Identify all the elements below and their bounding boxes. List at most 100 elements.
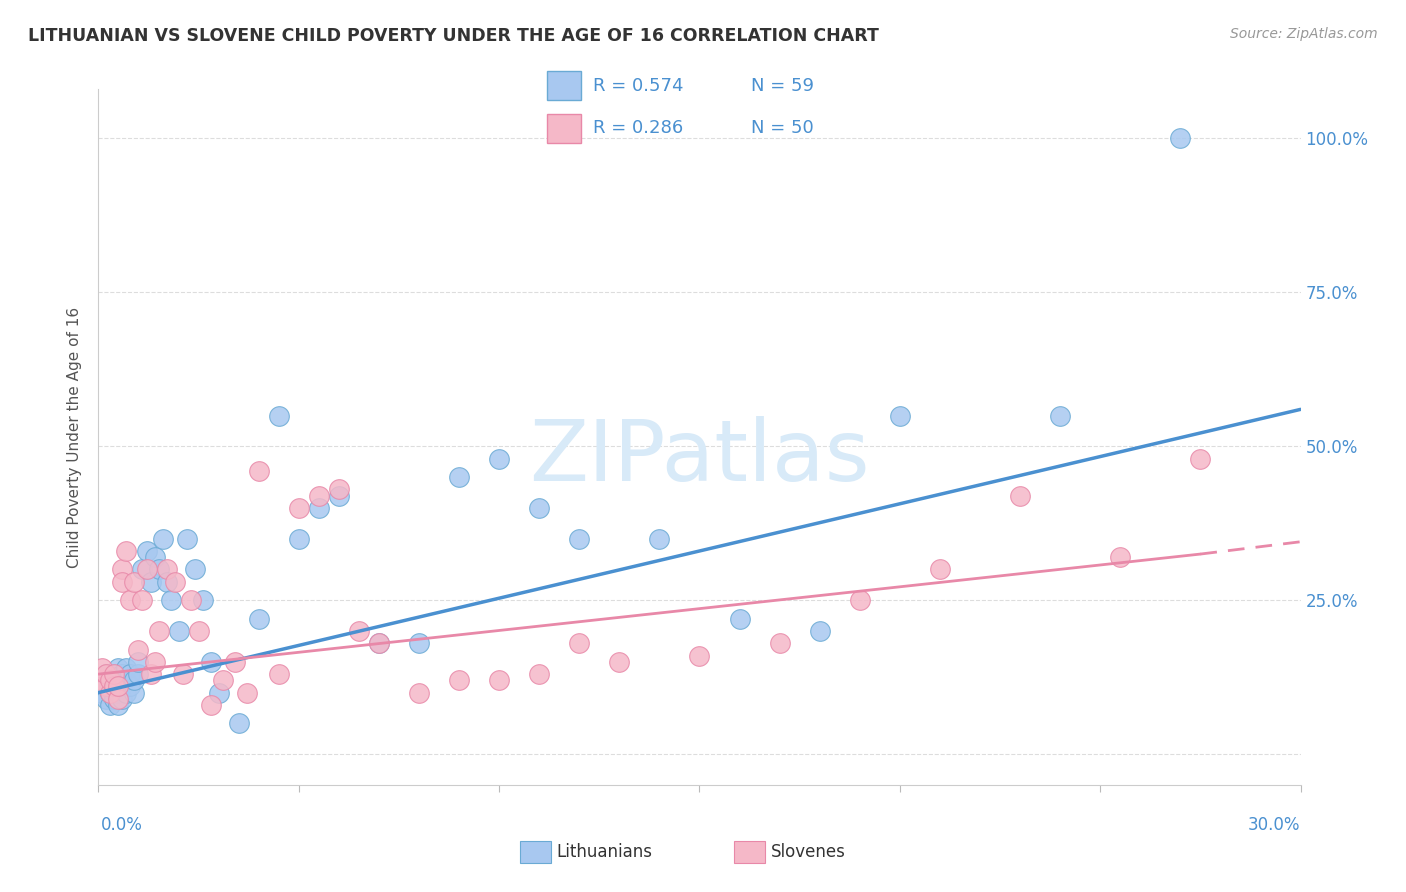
Point	[288, 500, 311, 515]
Point	[103, 691, 125, 706]
Point	[111, 667, 134, 681]
Point	[689, 648, 711, 663]
Point	[568, 532, 591, 546]
Point	[200, 698, 222, 712]
Point	[131, 593, 153, 607]
Point	[211, 673, 233, 688]
Point	[308, 489, 330, 503]
Point	[148, 624, 170, 638]
Point	[1109, 550, 1132, 565]
Point	[91, 673, 114, 688]
Point	[96, 667, 118, 681]
Point	[155, 562, 177, 576]
Point	[163, 574, 186, 589]
Point	[103, 667, 125, 681]
Point	[135, 562, 157, 576]
Point	[143, 655, 166, 669]
Point	[247, 612, 270, 626]
Point	[124, 574, 146, 589]
Point	[368, 636, 391, 650]
Point	[111, 574, 134, 589]
Point	[152, 532, 174, 546]
Point	[111, 691, 134, 706]
Point	[208, 685, 231, 699]
Point	[91, 685, 114, 699]
Point	[128, 667, 150, 681]
Point	[111, 562, 134, 576]
Point	[849, 593, 872, 607]
Point	[96, 680, 118, 694]
Text: Source: ZipAtlas.com: Source: ZipAtlas.com	[1230, 27, 1378, 41]
Point	[529, 667, 551, 681]
Text: R = 0.574: R = 0.574	[593, 77, 683, 95]
Point	[488, 451, 510, 466]
Point	[124, 685, 146, 699]
Text: N = 59: N = 59	[751, 77, 814, 95]
Text: ZIPatlas: ZIPatlas	[529, 417, 870, 500]
Point	[889, 409, 911, 423]
Point	[120, 667, 142, 681]
Point	[103, 680, 125, 694]
Text: LITHUANIAN VS SLOVENE CHILD POVERTY UNDER THE AGE OF 16 CORRELATION CHART: LITHUANIAN VS SLOVENE CHILD POVERTY UNDE…	[28, 27, 879, 45]
Point	[143, 550, 166, 565]
Y-axis label: Child Poverty Under the Age of 16: Child Poverty Under the Age of 16	[67, 307, 83, 567]
Point	[103, 680, 125, 694]
Point	[167, 624, 190, 638]
Point	[408, 636, 430, 650]
Point	[447, 673, 470, 688]
Point	[128, 642, 150, 657]
Point	[228, 716, 250, 731]
Point	[107, 691, 129, 706]
Point	[91, 661, 114, 675]
Point	[247, 464, 270, 478]
Text: Slovenes: Slovenes	[770, 843, 845, 861]
Point	[107, 698, 129, 712]
Text: 30.0%: 30.0%	[1249, 816, 1301, 834]
Point	[1189, 451, 1212, 466]
Point	[111, 680, 134, 694]
Point	[91, 673, 114, 688]
Text: N = 50: N = 50	[751, 120, 814, 137]
Point	[183, 562, 205, 576]
Point	[609, 655, 631, 669]
Point	[288, 532, 311, 546]
Point	[115, 544, 138, 558]
Point	[172, 667, 194, 681]
Point	[408, 685, 430, 699]
Point	[155, 574, 177, 589]
Bar	[547, 114, 581, 143]
Point	[728, 612, 751, 626]
Point	[96, 667, 118, 681]
Point	[115, 685, 138, 699]
Point	[308, 500, 330, 515]
Point	[128, 655, 150, 669]
Point	[267, 667, 290, 681]
Point	[107, 685, 129, 699]
Point	[107, 661, 129, 675]
Point	[120, 593, 142, 607]
Point	[103, 667, 125, 681]
Point	[100, 673, 122, 688]
Point	[187, 624, 209, 638]
Point	[347, 624, 370, 638]
Point	[808, 624, 831, 638]
Point	[529, 500, 551, 515]
Point	[115, 673, 138, 688]
Point	[1170, 131, 1192, 145]
Point	[124, 673, 146, 688]
Point	[368, 636, 391, 650]
Text: R = 0.286: R = 0.286	[593, 120, 683, 137]
Text: 0.0%: 0.0%	[101, 816, 143, 834]
Point	[100, 698, 122, 712]
Point	[100, 685, 122, 699]
Point	[328, 489, 350, 503]
Point	[180, 593, 202, 607]
Point	[159, 593, 181, 607]
Point	[96, 680, 118, 694]
Point	[100, 673, 122, 688]
Point	[224, 655, 246, 669]
Point	[148, 562, 170, 576]
Point	[96, 691, 118, 706]
Point	[1049, 409, 1071, 423]
Point	[568, 636, 591, 650]
